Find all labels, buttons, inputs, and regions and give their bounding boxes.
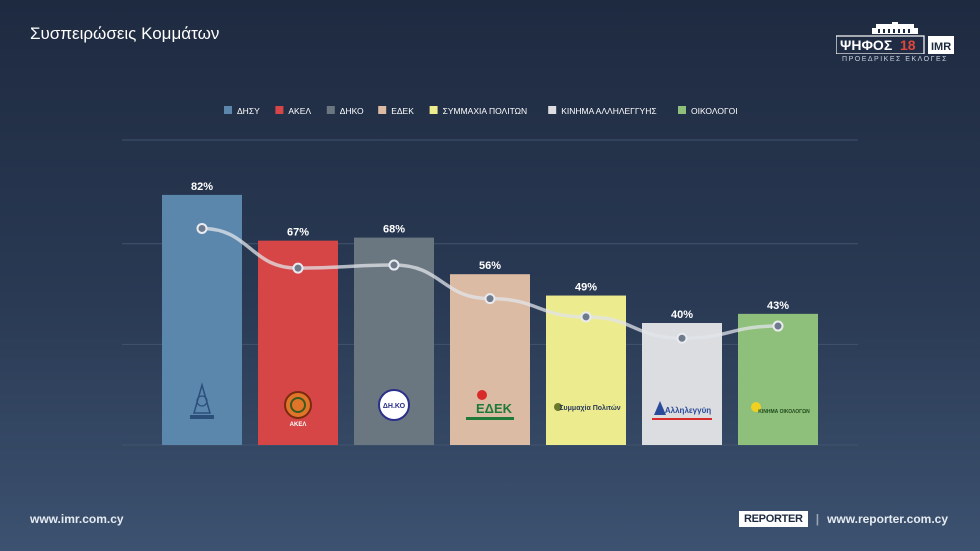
trend-point (676, 332, 688, 344)
value-label: 67% (287, 227, 309, 239)
legend-label: ΔΗΣΥ (237, 106, 260, 116)
party-logos: ΑΚΕΛ ΔΗ.ΚΟ ΕΔΕΚ Συμμαχία Πολιτών Αλληλεγγύη Κ… (190, 382, 810, 428)
value-label: 49% (575, 282, 597, 294)
logo-συμμαχια-πολιτων-icon: Συμμαχία Πολιτών (554, 403, 621, 412)
trend-point (196, 222, 208, 234)
legend-swatch (378, 106, 387, 114)
value-label: 68% (383, 224, 405, 236)
legend-swatch (224, 106, 232, 114)
value-label: 40% (671, 309, 693, 321)
brand-partner: IMR (931, 41, 951, 53)
logo-text: ΚΙΝΗΜΑ ΟΙΚΟΛΟΓΩΝ (758, 409, 810, 415)
legend-item-5: ΚΙΝΗΜΑ ΑΛΛΗΛΕΓΓΥΗΣ (548, 106, 657, 116)
bar-δησυ (162, 194, 242, 445)
bar-οικολογοι (738, 313, 818, 445)
legend-item-6: ΟΙΚΟΛΟΓΟΙ (678, 106, 738, 116)
page-title: Συσπειρώσεις Κομμάτων (30, 24, 220, 43)
legend-swatch (678, 106, 686, 114)
brand-logo: ΨΗΦΟΣ 18 IMR ΠΡΟΕΔΡΙΚΕΣ ΕΚΛΟΓΕΣ (836, 22, 954, 68)
footer-right: REPORTER | www.reporter.com.cy (738, 511, 948, 527)
legend-label: ΔΗΚΟ (340, 106, 364, 116)
legend-item-2: ΔΗΚΟ (326, 106, 364, 116)
legend-swatch (326, 106, 335, 114)
legend-label: ΣΥΜΜΑΧΙΑ ΠΟΛΙΤΩΝ (443, 106, 528, 116)
legend-label: ΑΚΕΛ (288, 106, 311, 116)
logo-text: ΔΗ.ΚΟ (383, 403, 406, 410)
logo-text: Αλληλεγγύη (665, 406, 711, 415)
logo-δηκο-icon: ΔΗ.ΚΟ (378, 389, 410, 421)
brand-subtitle: ΠΡΟΕΔΡΙΚΕΣ ΕΚΛΟΓΕΣ (842, 56, 948, 63)
logo-οικολογοι-icon: ΚΙΝΗΜΑ ΟΙΚΟΛΟΓΩΝ (751, 402, 810, 415)
trend-point (484, 293, 496, 305)
trend-point (772, 320, 784, 332)
legend-label: ΕΔΕΚ (391, 106, 414, 116)
legend-item-4: ΣΥΜΜΑΧΙΑ ΠΟΛΙΤΩΝ (429, 106, 528, 116)
logo-κινημα-αλληλεγγυης-icon: Αλληλεγγύη (652, 401, 712, 420)
legend-item-3: ΕΔΕΚ (378, 106, 414, 116)
legend-swatch (548, 106, 557, 114)
legend-item-1: ΑΚΕΛ (275, 106, 311, 116)
legend-swatch (429, 106, 438, 114)
legend-label: ΚΙΝΗΜΑ ΑΛΛΗΛΕΓΓΥΗΣ (561, 106, 656, 116)
psifos-logo-icon: ΨΗΦΟΣ 18 IMR (836, 22, 954, 54)
brand-year: 18 (900, 37, 916, 53)
chart-trend-line (196, 222, 784, 344)
logo-εδεκ-icon: ΕΔΕΚ (466, 390, 514, 420)
trend-point (388, 259, 400, 271)
legend-swatch (275, 106, 284, 114)
logo-ακελ-icon: ΑΚΕΛ (284, 391, 312, 428)
reporter-url[interactable]: www.reporter.com.cy (827, 512, 948, 526)
imr-url[interactable]: www.imr.com.cy (30, 512, 124, 526)
logo-text: ΕΔΕΚ (476, 401, 513, 416)
logo-text: Συμμαχία Πολιτών (559, 404, 620, 412)
legend-item-0: ΔΗΣΥ (224, 106, 260, 116)
legend-label: ΟΙΚΟΛΟΓΟΙ (691, 106, 738, 116)
chart-legend: ΔΗΣΥ ΑΚΕΛ ΔΗΚΟ ΕΔΕΚ ΣΥΜΜΑΧΙΑ ΠΟΛΙΤΩΝ ΚΙΝΗΜΑ Α… (224, 106, 738, 116)
value-label: 56% (479, 260, 501, 272)
brand-name: ΨΗΦΟΣ (840, 37, 892, 53)
reporter-logo: REPORTER (738, 511, 808, 527)
trend-point (580, 311, 592, 323)
trend-point (292, 262, 304, 274)
value-label: 43% (767, 300, 789, 312)
logo-δησυ-icon (190, 382, 214, 419)
footer-separator: | (815, 512, 820, 526)
logo-text: ΑΚΕΛ (290, 422, 307, 428)
value-label: 82% (191, 181, 213, 193)
chart-value-labels: 82% 67% 68% 56% 49% 40% 43% (191, 181, 789, 321)
